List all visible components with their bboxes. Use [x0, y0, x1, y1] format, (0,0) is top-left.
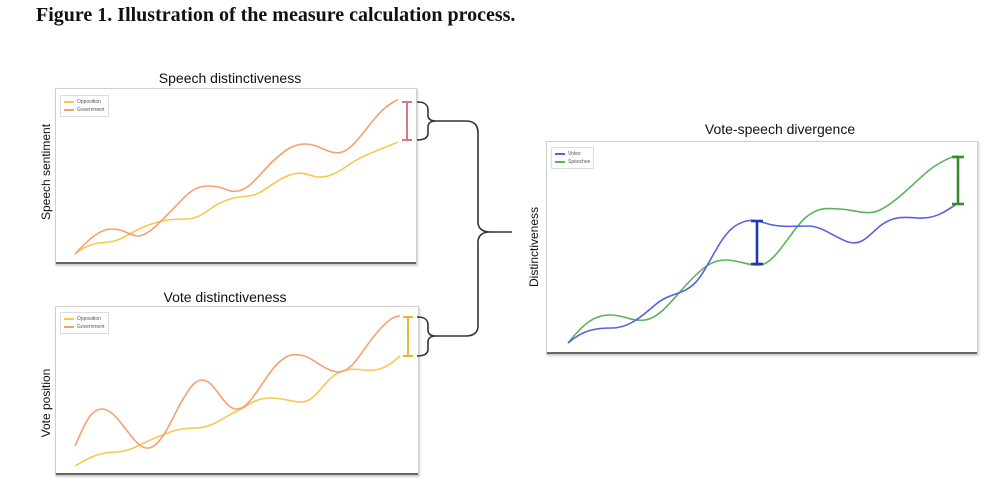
legend-label-speeches: Speeches — [568, 159, 591, 165]
legend-item-speeches: Speeches — [555, 158, 590, 166]
legend-label-opposition: Opposition — [77, 99, 101, 105]
speech-panel-title: Speech distinctiveness — [158, 70, 302, 86]
connector-bracket — [436, 120, 491, 337]
speech-panel: Opposition Government — [55, 88, 417, 265]
figure-title: Figure 1. Illustration of the measure ca… — [36, 4, 516, 26]
vote-panel: Opposition Government — [55, 306, 419, 476]
vote-x-axis — [56, 473, 418, 475]
speech-x-axis — [56, 262, 416, 264]
legend-item-government: Government — [64, 106, 105, 114]
divergence-panel: Votes Speeches — [546, 141, 978, 355]
speeches-swatch — [555, 161, 565, 163]
divergence-panel-title: Vote-speech divergence — [704, 121, 856, 137]
vote-gap-marker — [403, 316, 413, 357]
legend-label-government: Government — [77, 107, 105, 113]
divergence-legend: Votes Speeches — [551, 147, 595, 169]
legend-label-votes: Votes — [568, 151, 581, 157]
vote-panel-title: Vote distinctiveness — [163, 289, 287, 305]
speeches-gap-marker — [952, 155, 964, 206]
government-swatch — [64, 109, 74, 111]
speech-gap-marker — [402, 101, 412, 141]
opposition-swatch — [64, 101, 74, 103]
legend-item-votes: Votes — [555, 150, 590, 158]
vote-curly-brace — [416, 316, 437, 357]
legend-label-government: Government — [77, 324, 105, 330]
speech-opposition-curve — [74, 141, 399, 255]
opposition-swatch — [64, 318, 74, 320]
vote-opposition-curve — [74, 355, 401, 467]
vote-government-curve — [74, 315, 401, 449]
legend-item-opposition: Opposition — [64, 315, 105, 323]
legend-label-opposition: Opposition — [77, 316, 101, 322]
speech-legend: Opposition Government — [60, 95, 109, 117]
divergence-speeches-curve — [567, 155, 959, 344]
legend-item-government: Government — [64, 323, 105, 331]
divergence-x-axis — [547, 352, 977, 354]
vote-legend: Opposition Government — [60, 312, 109, 334]
votes-swatch — [555, 153, 565, 155]
votes-gap-marker — [751, 219, 763, 266]
divergence-votes-curve — [567, 202, 959, 344]
legend-item-opposition: Opposition — [64, 98, 105, 106]
government-swatch — [64, 326, 74, 328]
speech-government-curve — [74, 99, 399, 255]
speech-curly-brace — [416, 101, 437, 141]
